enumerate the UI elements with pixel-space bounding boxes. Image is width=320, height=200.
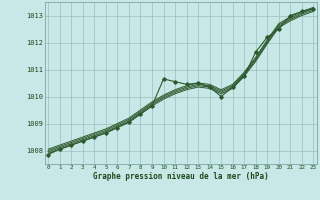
X-axis label: Graphe pression niveau de la mer (hPa): Graphe pression niveau de la mer (hPa): [93, 172, 269, 181]
